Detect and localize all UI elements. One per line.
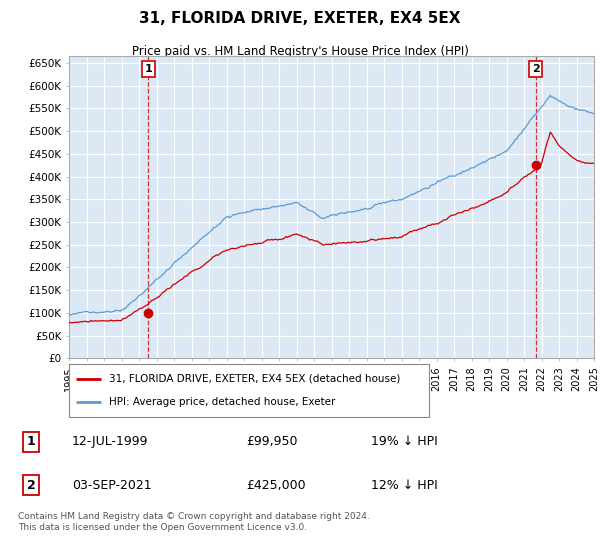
Text: 31, FLORIDA DRIVE, EXETER, EX4 5EX: 31, FLORIDA DRIVE, EXETER, EX4 5EX xyxy=(139,11,461,26)
Text: £425,000: £425,000 xyxy=(246,479,305,492)
Text: 03-SEP-2021: 03-SEP-2021 xyxy=(72,479,152,492)
Text: 1: 1 xyxy=(145,64,152,74)
Text: 2: 2 xyxy=(26,479,35,492)
Text: 1: 1 xyxy=(26,435,35,449)
Text: £99,950: £99,950 xyxy=(246,435,298,449)
Text: 12-JUL-1999: 12-JUL-1999 xyxy=(72,435,149,449)
Text: Contains HM Land Registry data © Crown copyright and database right 2024.
This d: Contains HM Land Registry data © Crown c… xyxy=(18,512,370,531)
Text: 19% ↓ HPI: 19% ↓ HPI xyxy=(371,435,438,449)
Text: 31, FLORIDA DRIVE, EXETER, EX4 5EX (detached house): 31, FLORIDA DRIVE, EXETER, EX4 5EX (deta… xyxy=(109,374,400,384)
Text: HPI: Average price, detached house, Exeter: HPI: Average price, detached house, Exet… xyxy=(109,397,335,407)
Text: 2: 2 xyxy=(532,64,539,74)
Text: Price paid vs. HM Land Registry's House Price Index (HPI): Price paid vs. HM Land Registry's House … xyxy=(131,45,469,58)
FancyBboxPatch shape xyxy=(69,364,429,417)
Text: 12% ↓ HPI: 12% ↓ HPI xyxy=(371,479,438,492)
